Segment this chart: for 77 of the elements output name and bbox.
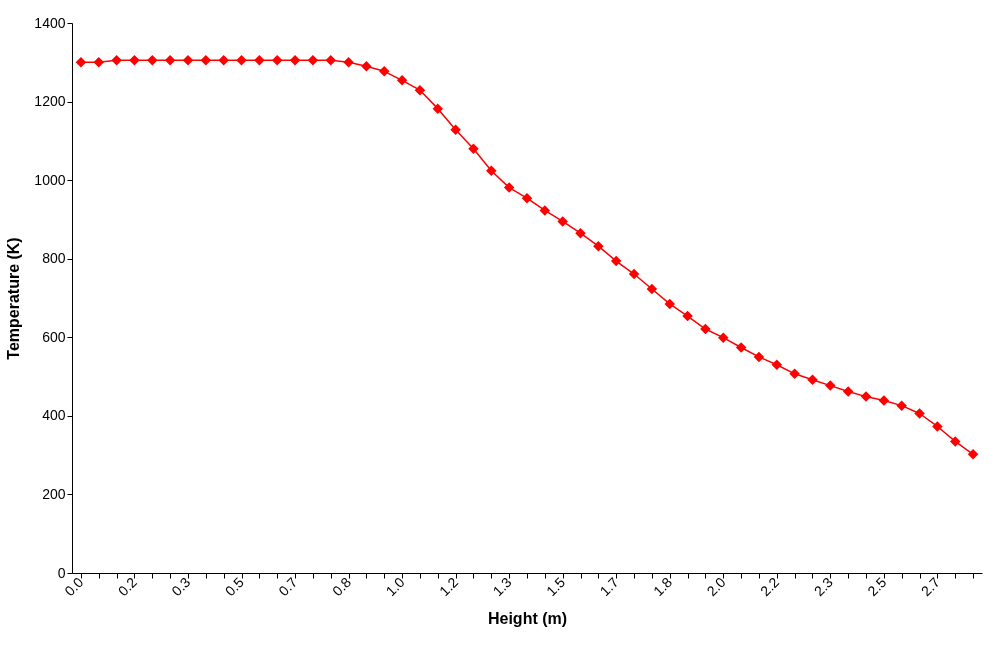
point [860,391,872,402]
y-tick-label: 800 [42,250,66,267]
point [414,84,426,96]
point [75,57,87,68]
x-tick-label: 0.7 [275,573,301,600]
point [200,55,212,66]
point [396,75,408,86]
x-tick-label: 0.5 [221,573,248,600]
point [182,55,194,66]
point [271,55,283,66]
point [878,395,890,406]
point [486,165,497,176]
point [932,421,943,432]
x-tick-label: 2.2 [757,573,783,600]
point [147,55,158,66]
point [93,57,105,68]
point [628,268,640,280]
point [236,55,247,66]
point [646,283,658,295]
point [111,55,122,66]
x-tick-label: 0.2 [114,573,141,600]
point [164,55,176,66]
point [807,374,818,385]
point [539,205,551,216]
point [129,55,140,66]
x-tick-label: 1.0 [382,573,408,600]
point [450,124,461,136]
y-tick-label: 600 [42,328,66,345]
point [682,310,693,322]
y-axis-title: Temperature (K) [5,237,23,360]
point [949,436,961,447]
y-tick-label: 1000 [34,171,66,188]
point [468,143,479,154]
point [664,298,675,310]
point [557,216,568,227]
y-tick-label: 1400 [34,14,66,31]
point [343,57,354,68]
x-tick-label: 0.8 [328,573,355,600]
point [789,368,800,380]
point [289,55,301,66]
point [967,449,979,460]
point [610,255,622,267]
y-tick-label: 0 [57,564,66,581]
y-tick-label: 200 [42,485,66,502]
point [521,192,533,204]
point [432,103,444,114]
x-tick-label: 2.3 [810,573,836,600]
x-tick-label: 1.2 [436,573,462,600]
point [914,408,925,419]
x-tick-label: 2.0 [703,573,729,600]
x-tick-label: 1.7 [596,573,622,600]
point [735,342,747,353]
x-tick-label: 1.3 [489,573,515,600]
point [361,60,372,72]
y-tick-label: 400 [42,407,66,424]
point [575,227,586,239]
point [307,55,319,66]
point [379,66,390,77]
x-tick-label: 2.5 [864,573,890,600]
point [593,240,604,252]
x-tick-label: 1.5 [543,573,569,600]
x-tick-label: 2.7 [917,573,943,600]
point [753,351,765,363]
point [771,359,783,371]
x-tick-label: 1.8 [650,573,676,600]
point [842,386,854,397]
point [718,332,729,343]
x-tick-label: 0.3 [168,573,194,600]
point [254,55,265,66]
point [825,380,836,391]
point [218,55,229,66]
point [503,182,515,193]
point [896,400,907,411]
point [325,55,336,66]
point [700,323,711,335]
x-axis-title: Height (m) [487,610,568,628]
y-tick-label: 1200 [34,93,66,110]
